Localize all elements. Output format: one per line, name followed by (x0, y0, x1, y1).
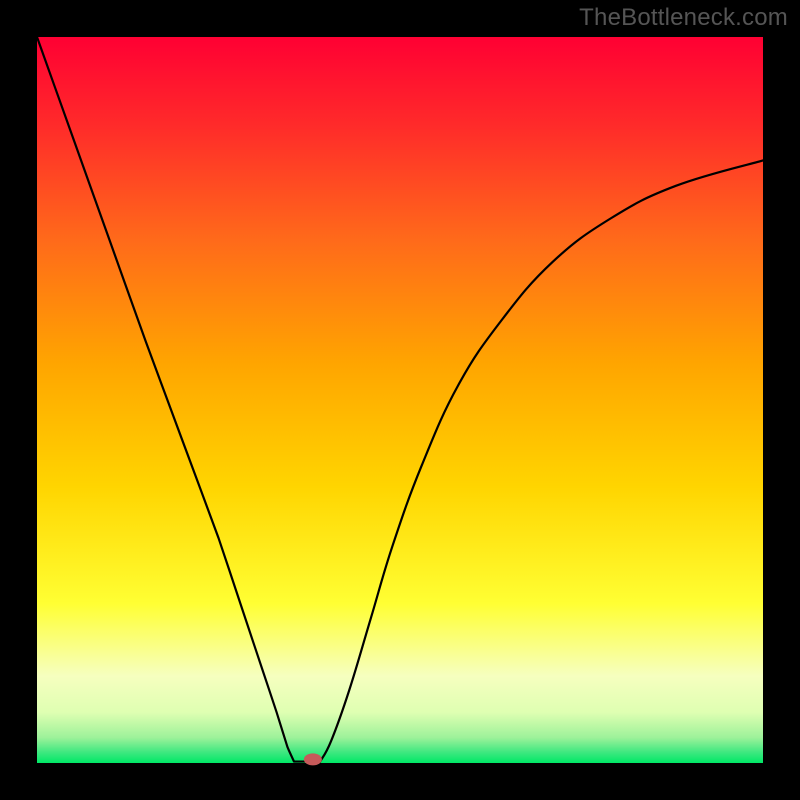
plot-background (37, 37, 763, 763)
watermark-text: TheBottleneck.com (579, 4, 788, 32)
optimum-marker (304, 753, 322, 765)
bottleneck-chart (0, 0, 800, 800)
